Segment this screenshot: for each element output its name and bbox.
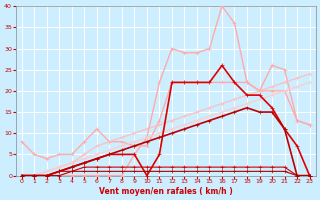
X-axis label: Vent moyen/en rafales ( km/h ): Vent moyen/en rafales ( km/h ) [99,187,233,196]
